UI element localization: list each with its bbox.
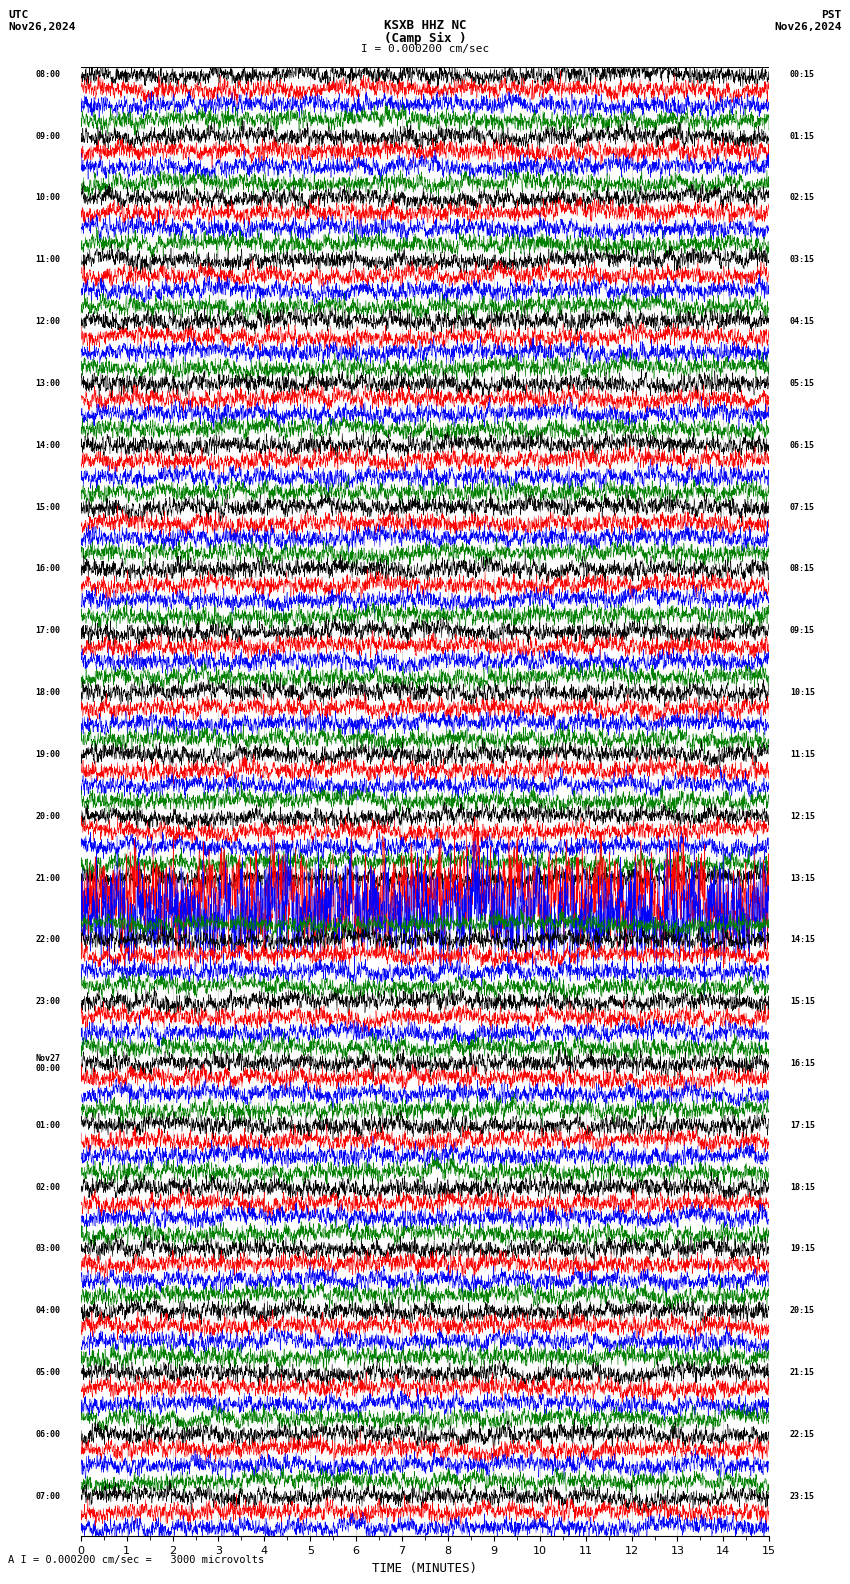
Text: 04:00: 04:00: [35, 1307, 60, 1315]
Text: 03:00: 03:00: [35, 1245, 60, 1253]
Text: 19:00: 19:00: [35, 749, 60, 759]
Text: 17:00: 17:00: [35, 626, 60, 635]
Text: UTC: UTC: [8, 10, 29, 19]
Text: A I = 0.000200 cm/sec =   3000 microvolts: A I = 0.000200 cm/sec = 3000 microvolts: [8, 1555, 264, 1565]
Text: 17:15: 17:15: [790, 1121, 815, 1129]
Text: 08:15: 08:15: [790, 564, 815, 573]
Text: 16:15: 16:15: [790, 1060, 815, 1068]
Text: 22:00: 22:00: [35, 935, 60, 944]
Text: 12:00: 12:00: [35, 317, 60, 326]
Text: 19:15: 19:15: [790, 1245, 815, 1253]
Text: 18:00: 18:00: [35, 687, 60, 697]
Text: 16:00: 16:00: [35, 564, 60, 573]
Text: I = 0.000200 cm/sec: I = 0.000200 cm/sec: [361, 44, 489, 54]
Text: 07:00: 07:00: [35, 1492, 60, 1500]
Text: 08:00: 08:00: [35, 70, 60, 79]
Text: PST: PST: [821, 10, 842, 19]
Text: 07:15: 07:15: [790, 502, 815, 512]
Text: 20:15: 20:15: [790, 1307, 815, 1315]
Text: 06:00: 06:00: [35, 1430, 60, 1438]
Text: 22:15: 22:15: [790, 1430, 815, 1438]
Text: 13:15: 13:15: [790, 873, 815, 882]
Text: (Camp Six ): (Camp Six ): [383, 32, 467, 44]
Text: 13:00: 13:00: [35, 379, 60, 388]
Text: Nov26,2024: Nov26,2024: [774, 22, 842, 32]
Text: 05:15: 05:15: [790, 379, 815, 388]
Text: 02:00: 02:00: [35, 1183, 60, 1191]
Text: Nov27
00:00: Nov27 00:00: [35, 1053, 60, 1074]
Text: 23:15: 23:15: [790, 1492, 815, 1500]
Text: KSXB HHZ NC: KSXB HHZ NC: [383, 19, 467, 32]
Text: 18:15: 18:15: [790, 1183, 815, 1191]
Text: 01:15: 01:15: [790, 131, 815, 141]
Text: 11:15: 11:15: [790, 749, 815, 759]
Text: 15:15: 15:15: [790, 998, 815, 1006]
Text: 00:15: 00:15: [790, 70, 815, 79]
Text: 20:00: 20:00: [35, 811, 60, 821]
Text: 14:15: 14:15: [790, 935, 815, 944]
Text: 21:00: 21:00: [35, 873, 60, 882]
Text: 14:00: 14:00: [35, 440, 60, 450]
Text: 15:00: 15:00: [35, 502, 60, 512]
Text: 21:15: 21:15: [790, 1369, 815, 1376]
Text: 10:00: 10:00: [35, 193, 60, 203]
X-axis label: TIME (MINUTES): TIME (MINUTES): [372, 1562, 478, 1574]
Text: 10:15: 10:15: [790, 687, 815, 697]
Text: 02:15: 02:15: [790, 193, 815, 203]
Text: 04:15: 04:15: [790, 317, 815, 326]
Text: 05:00: 05:00: [35, 1369, 60, 1376]
Text: 12:15: 12:15: [790, 811, 815, 821]
Text: 09:15: 09:15: [790, 626, 815, 635]
Text: 09:00: 09:00: [35, 131, 60, 141]
Text: Nov26,2024: Nov26,2024: [8, 22, 76, 32]
Text: 01:00: 01:00: [35, 1121, 60, 1129]
Text: 03:15: 03:15: [790, 255, 815, 265]
Text: 06:15: 06:15: [790, 440, 815, 450]
Text: 23:00: 23:00: [35, 998, 60, 1006]
Text: 11:00: 11:00: [35, 255, 60, 265]
